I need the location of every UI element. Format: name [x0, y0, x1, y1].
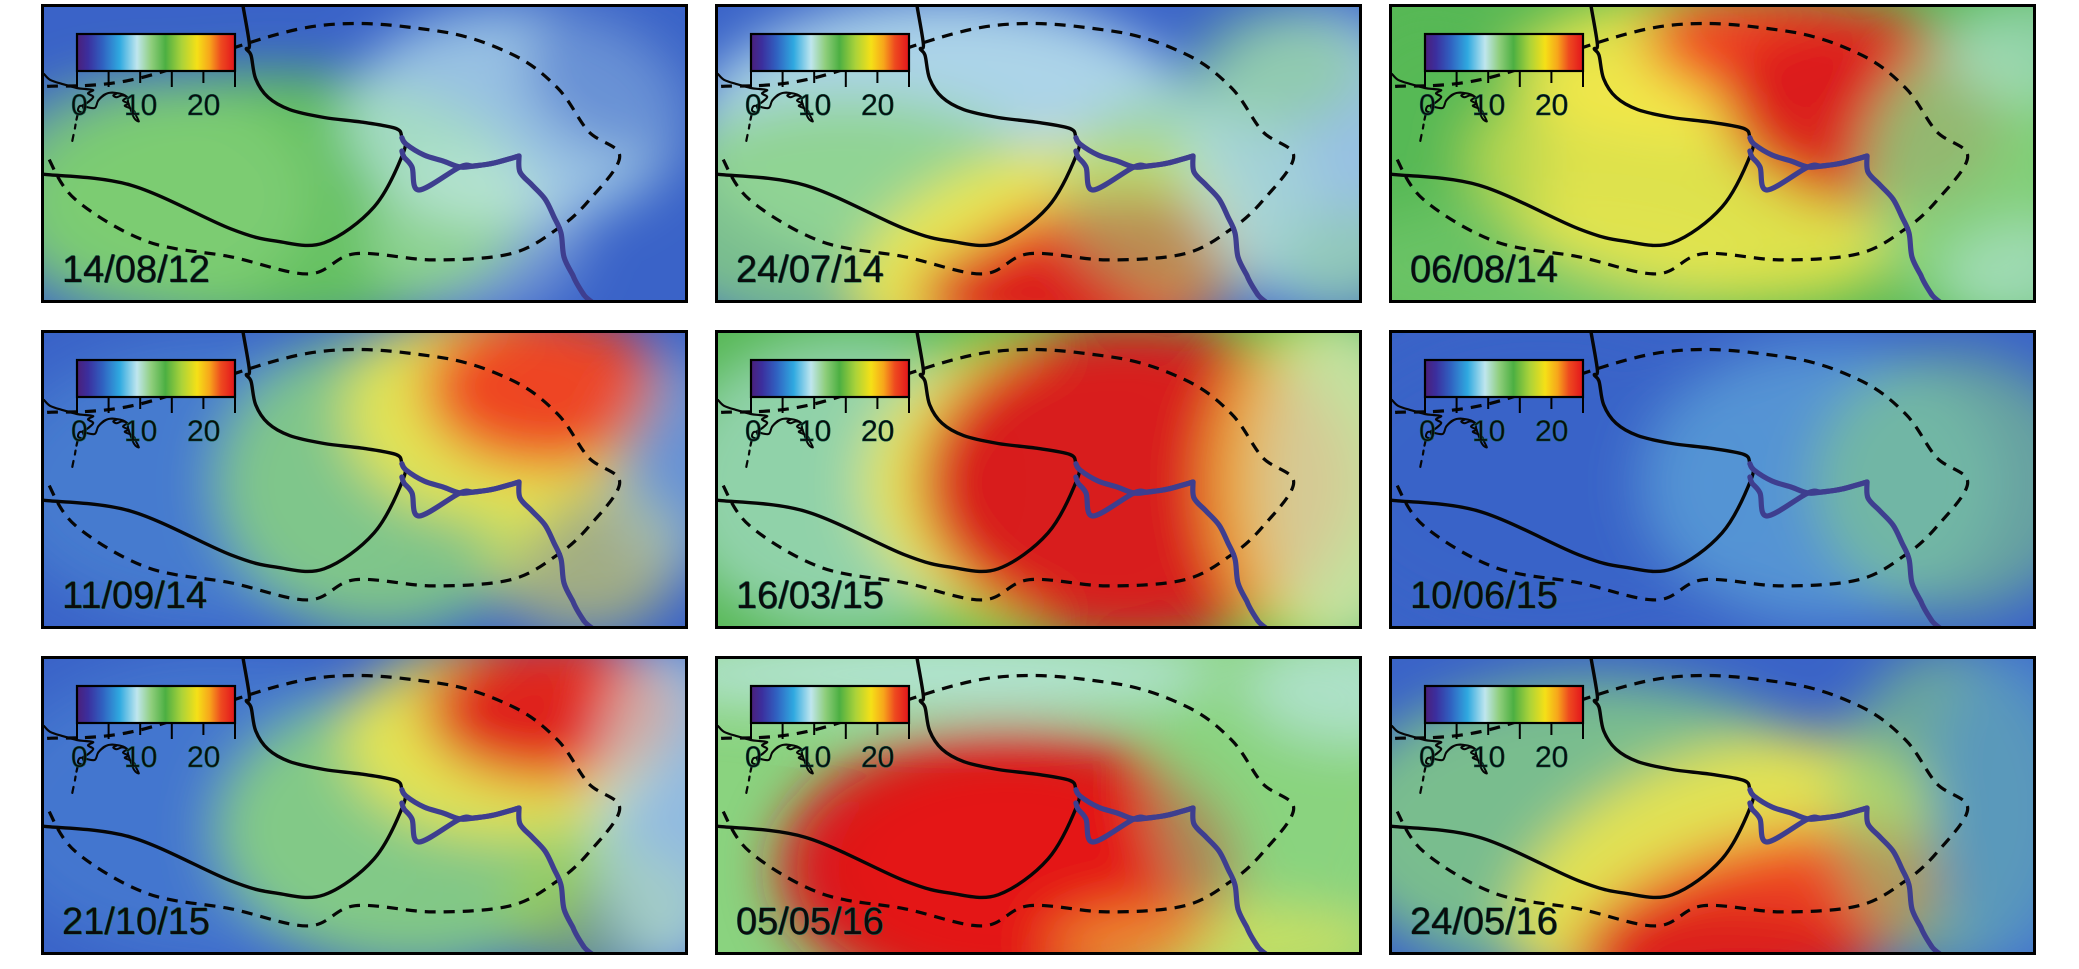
- svg-text:0: 0: [745, 89, 762, 122]
- svg-text:0: 0: [1419, 741, 1436, 774]
- svg-text:10: 10: [1472, 741, 1505, 774]
- svg-text:10: 10: [798, 415, 831, 448]
- svg-text:10: 10: [124, 415, 157, 448]
- svg-text:20: 20: [861, 89, 894, 122]
- svg-text:10: 10: [124, 741, 157, 774]
- svg-text:10: 10: [1472, 89, 1505, 122]
- svg-text:10: 10: [798, 741, 831, 774]
- svg-text:10: 10: [124, 89, 157, 122]
- svg-text:20: 20: [1535, 741, 1568, 774]
- svg-text:20: 20: [187, 415, 220, 448]
- svg-text:0: 0: [71, 741, 88, 774]
- svg-text:20: 20: [861, 741, 894, 774]
- svg-text:10: 10: [798, 89, 831, 122]
- svg-text:0: 0: [745, 741, 762, 774]
- svg-text:10: 10: [1472, 415, 1505, 448]
- svg-text:20: 20: [187, 741, 220, 774]
- svg-text:20: 20: [1535, 89, 1568, 122]
- svg-text:0: 0: [71, 89, 88, 122]
- svg-text:0: 0: [745, 415, 762, 448]
- svg-text:20: 20: [1535, 415, 1568, 448]
- svg-text:0: 0: [1419, 415, 1436, 448]
- svg-text:0: 0: [71, 415, 88, 448]
- svg-text:0: 0: [1419, 89, 1436, 122]
- svg-text:20: 20: [187, 89, 220, 122]
- svg-text:20: 20: [861, 415, 894, 448]
